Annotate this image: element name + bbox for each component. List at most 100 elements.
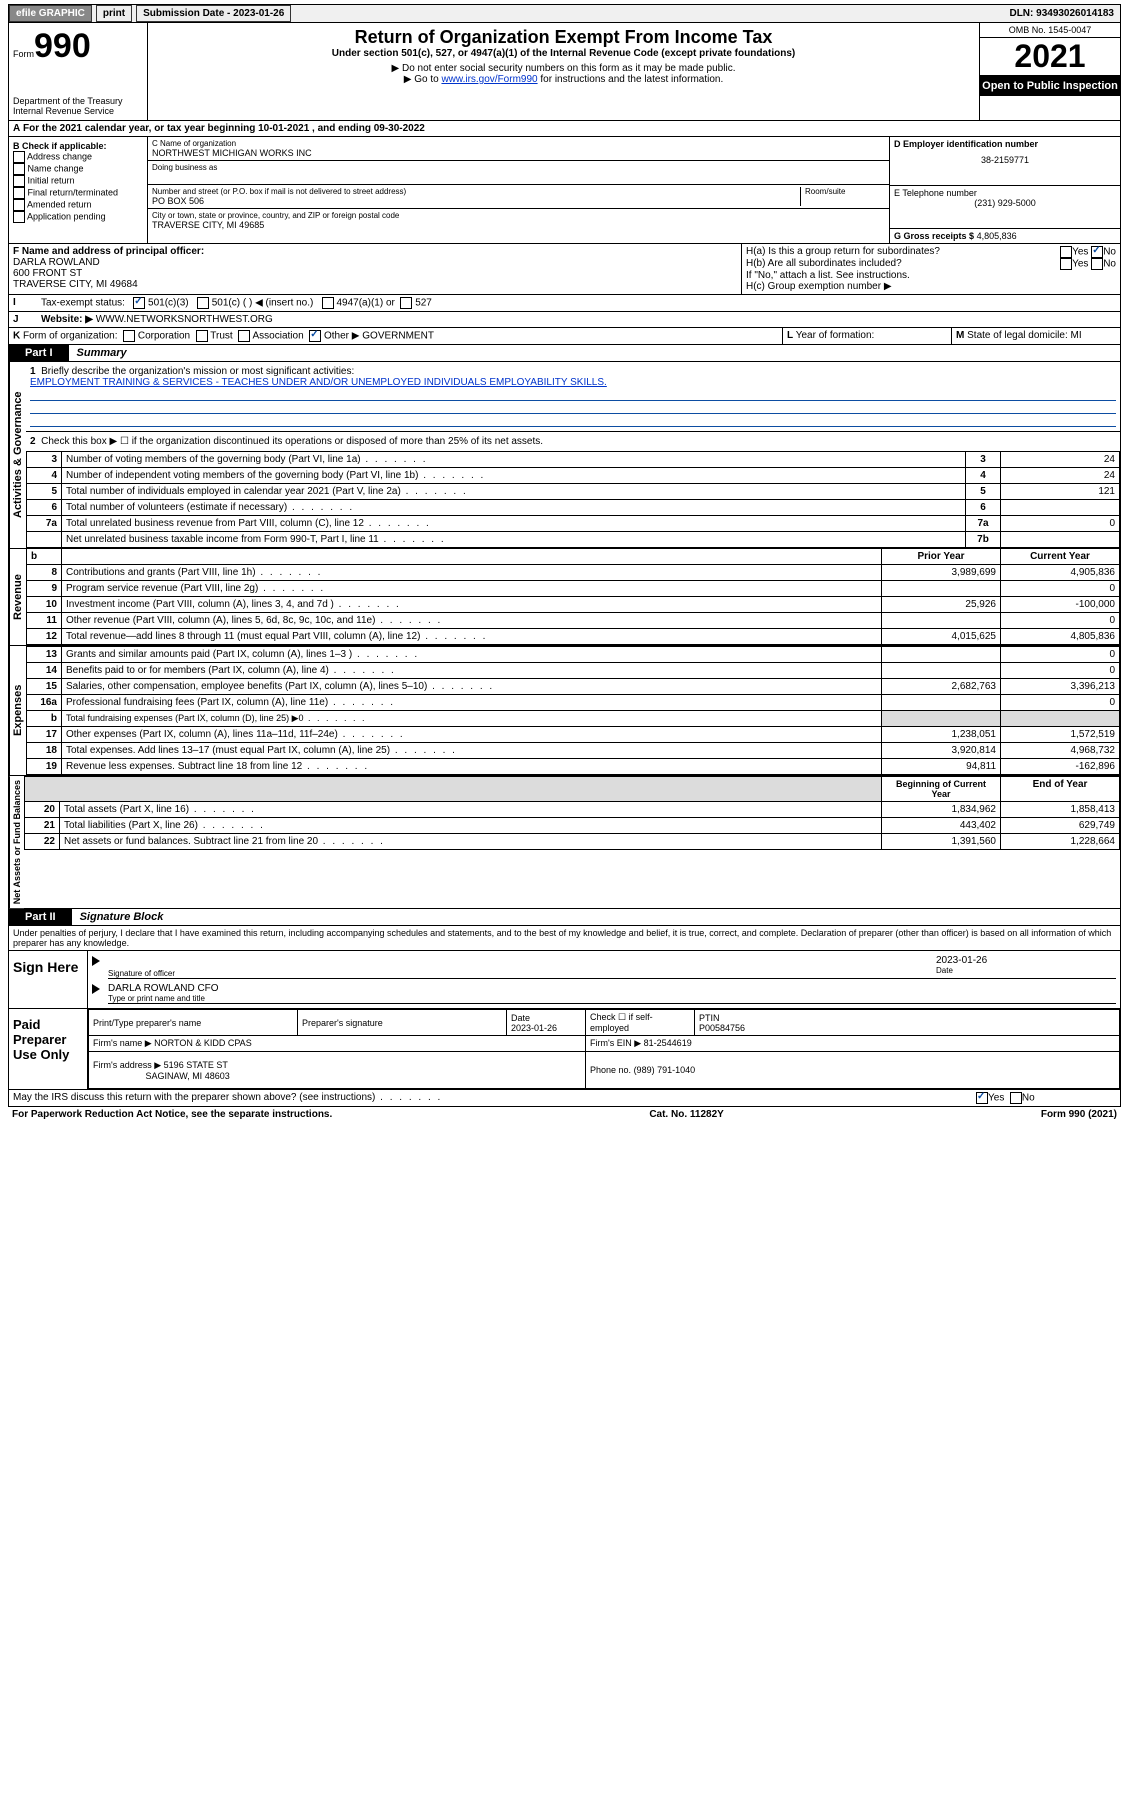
submission-date: Submission Date - 2023-01-26 — [136, 5, 291, 22]
cb-ha-yes[interactable] — [1060, 246, 1072, 258]
ein-value: 38-2159771 — [894, 155, 1116, 165]
other-val: GOVERNMENT — [362, 331, 434, 342]
org-name-label: C Name of organization — [152, 139, 885, 148]
cb-amended[interactable] — [13, 199, 25, 211]
cb-final-return[interactable] — [13, 187, 25, 199]
row-i: I Tax-exempt status: 501(c)(3) 501(c) ( … — [8, 295, 1121, 312]
cb-trust[interactable] — [196, 330, 208, 342]
netassets-section: Net Assets or Fund Balances Beginning of… — [8, 776, 1121, 909]
room-label: Room/suite — [805, 187, 885, 196]
phone-label: E Telephone number — [894, 188, 1116, 198]
cb-corp[interactable] — [123, 330, 135, 342]
box-b-label: B Check if applicable: — [13, 141, 107, 151]
cb-other[interactable] — [309, 330, 321, 342]
omb-number: OMB No. 1545-0047 — [980, 23, 1120, 38]
discuss-row: May the IRS discuss this return with the… — [8, 1090, 1121, 1107]
q2-text: Check this box ▶ ☐ if the organization d… — [41, 436, 543, 447]
dln: DLN: 93493026014183 — [1003, 6, 1120, 21]
paid-prep-label: Paid Preparer Use Only — [9, 1009, 88, 1089]
city-label: City or town, state or province, country… — [152, 211, 885, 220]
officer-addr2: TRAVERSE CITY, MI 49684 — [13, 279, 138, 290]
revenue-section: Revenue b Prior Year Current Year 8 Cont… — [8, 549, 1121, 646]
subtitle-1: Under section 501(c), 527, or 4947(a)(1)… — [152, 48, 975, 59]
mission-text: EMPLOYMENT TRAINING & SERVICES - TEACHES… — [30, 377, 607, 388]
box-f-label: F Name and address of principal officer: — [13, 246, 204, 257]
cb-527[interactable] — [400, 297, 412, 309]
cb-ha-no[interactable] — [1091, 246, 1103, 258]
subtitle-3: ▶ Go to www.irs.gov/Form990 for instruct… — [152, 74, 975, 85]
addr-value: PO BOX 506 — [152, 196, 800, 206]
cb-hb-yes[interactable] — [1060, 258, 1072, 270]
efile-button[interactable]: efile GRAPHIC — [9, 5, 92, 22]
irs-label: Internal Revenue Service — [13, 106, 143, 116]
cb-discuss-no[interactable] — [1010, 1092, 1022, 1104]
cb-501c3[interactable] — [133, 297, 145, 309]
website-value: WWW.NETWORKSNORTHWEST.ORG — [96, 314, 273, 325]
footer-mid: Cat. No. 11282Y — [649, 1109, 723, 1120]
hb-note: If "No," attach a list. See instructions… — [746, 270, 1116, 281]
firm-name: NORTON & KIDD CPAS — [154, 1038, 252, 1048]
city-value: TRAVERSE CITY, MI 49685 — [152, 220, 885, 230]
vlabel-netassets: Net Assets or Fund Balances — [9, 776, 24, 908]
cb-501c[interactable] — [197, 297, 209, 309]
phone-value: (231) 929-5000 — [894, 198, 1116, 208]
row-fh: F Name and address of principal officer:… — [8, 244, 1121, 295]
netassets-table: Beginning of Current Year End of Year 20… — [24, 776, 1120, 850]
vlabel-expenses: Expenses — [9, 646, 26, 775]
cb-4947[interactable] — [322, 297, 334, 309]
activities-section: Activities & Governance 1 Briefly descri… — [8, 362, 1121, 549]
irs-link[interactable]: www.irs.gov/Form990 — [441, 74, 537, 85]
row-j: J Website: ▶ WWW.NETWORKSNORTHWEST.ORG — [8, 312, 1121, 328]
firm-ein: 81-2544619 — [644, 1038, 692, 1048]
form-title: Return of Organization Exempt From Incom… — [152, 27, 975, 48]
vlabel-revenue: Revenue — [9, 549, 26, 645]
hc-label: H(c) Group exemption number ▶ — [746, 281, 1116, 292]
expenses-table: 13 Grants and similar amounts paid (Part… — [26, 646, 1120, 775]
officer-name-label: Type or print name and title — [108, 994, 1116, 1003]
sig-officer-label: Signature of officer — [108, 969, 928, 978]
vlabel-activities: Activities & Governance — [9, 362, 26, 548]
firm-addr2: SAGINAW, MI 48603 — [146, 1071, 230, 1081]
sign-here-label: Sign Here — [9, 951, 88, 1008]
q1-label: Briefly describe the organization's miss… — [41, 366, 354, 377]
officer-addr1: 600 FRONT ST — [13, 268, 82, 279]
form-header: Form990 Department of the Treasury Inter… — [8, 23, 1121, 121]
hb-label: H(b) Are all subordinates included? — [746, 258, 902, 270]
dept-label: Department of the Treasury — [13, 96, 143, 106]
cb-hb-no[interactable] — [1091, 258, 1103, 270]
ha-label: H(a) Is this a group return for subordin… — [746, 246, 940, 258]
addr-label: Number and street (or P.O. box if mail i… — [152, 187, 800, 196]
cb-discuss-yes[interactable] — [976, 1092, 988, 1104]
tax-year: 2021 — [980, 38, 1120, 76]
officer-name-title: DARLA ROWLAND CFO — [108, 983, 1116, 994]
firm-phone: (989) 791-1040 — [634, 1065, 696, 1075]
print-button[interactable]: print — [96, 5, 132, 22]
revenue-table: b Prior Year Current Year 8 Contribution… — [26, 549, 1120, 645]
arrow-icon — [92, 984, 100, 994]
gross-value: 4,805,836 — [977, 231, 1017, 241]
officer-name: DARLA ROWLAND — [13, 257, 100, 268]
ein-label: D Employer identification number — [894, 139, 1038, 149]
footer-right: Form 990 (2021) — [1041, 1109, 1117, 1120]
cb-initial-return[interactable] — [13, 175, 25, 187]
cb-application[interactable] — [13, 211, 25, 223]
row-a: A For the 2021 calendar year, or tax yea… — [8, 121, 1121, 137]
dba-label: Doing business as — [152, 163, 885, 172]
org-name: NORTHWEST MICHIGAN WORKS INC — [152, 148, 885, 158]
open-to-public: Open to Public Inspection — [980, 76, 1120, 96]
cb-name-change[interactable] — [13, 163, 25, 175]
part1-header: Part I Summary — [8, 345, 1121, 362]
expenses-section: Expenses 13 Grants and similar amounts p… — [8, 646, 1121, 776]
arrow-icon — [92, 956, 100, 966]
part2-header: Part II Signature Block — [8, 909, 1121, 926]
cb-assoc[interactable] — [238, 330, 250, 342]
firm-addr1: 5196 STATE ST — [164, 1060, 228, 1070]
sig-date-label: Date — [936, 966, 1116, 975]
sig-date: 2023-01-26 — [936, 955, 1116, 966]
discuss-text: May the IRS discuss this return with the… — [13, 1092, 442, 1103]
gross-label: G Gross receipts $ — [894, 231, 974, 241]
subtitle-2: ▶ Do not enter social security numbers o… — [152, 63, 975, 74]
sign-here-block: Sign Here Signature of officer 2023-01-2… — [8, 951, 1121, 1009]
cb-address-change[interactable] — [13, 151, 25, 163]
summary-top-table: 3 Number of voting members of the govern… — [26, 451, 1120, 548]
